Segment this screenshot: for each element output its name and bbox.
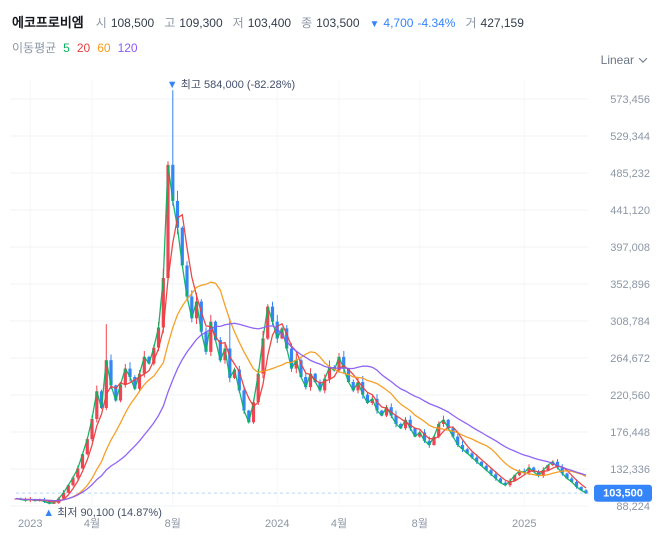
ma-120-line xyxy=(15,322,587,502)
trough-annotation: ▲ 최저 90,100 (14.87%) xyxy=(43,506,162,519)
grid xyxy=(10,80,588,507)
scale-label: Linear xyxy=(600,53,634,67)
open-field: 시 108,500 xyxy=(96,14,154,31)
low-field: 저 103,400 xyxy=(233,14,291,31)
y-axis-tick: 441,120 xyxy=(610,205,650,217)
last-price-badge: 103,500 xyxy=(594,484,652,502)
svg-text:103,500: 103,500 xyxy=(603,488,643,500)
close-label: 종 xyxy=(301,16,313,30)
x-axis-tick: 2023 xyxy=(18,518,42,530)
change-field: ▼ 4,700 -4.34% xyxy=(370,16,456,30)
high-field: 고 109,300 xyxy=(164,14,222,31)
chevron-down-icon xyxy=(638,54,648,63)
ma-5-legend[interactable]: 5 xyxy=(63,41,70,55)
ma-60-line xyxy=(15,281,587,502)
y-axis-tick: 485,232 xyxy=(610,168,650,180)
change-percent: -4.34% xyxy=(417,16,456,30)
change-value: 4,700 xyxy=(383,16,414,30)
open-label: 시 xyxy=(95,16,107,30)
x-axis-tick: 2025 xyxy=(512,518,536,530)
x-axis-tick: 8월 xyxy=(165,517,181,530)
stock-name: 에코프로비엠 xyxy=(12,15,84,30)
ma-60-legend[interactable]: 60 xyxy=(97,41,111,55)
axis-labels: 573,456 529,344 485,232 441,120 397,008 352,8… xyxy=(18,94,650,530)
volume-value: 427,159 xyxy=(480,16,524,30)
scale-selector[interactable]: Linear xyxy=(600,53,648,67)
x-axis-tick: 2024 xyxy=(265,518,289,530)
y-axis-tick: 352,896 xyxy=(610,279,650,291)
high-value: 109,300 xyxy=(179,16,223,30)
ma-120-legend[interactable]: 120 xyxy=(117,41,138,55)
close-value: 103,500 xyxy=(316,16,360,30)
close-field: 종 103,500 xyxy=(301,14,359,31)
y-axis-tick: 573,456 xyxy=(610,94,650,106)
ma-legend-label: 이동평균 xyxy=(12,41,57,55)
x-axis-tick: 4월 xyxy=(84,517,100,530)
high-label: 고 xyxy=(164,16,176,30)
x-axis-tick: 8월 xyxy=(412,517,428,530)
x-axis-tick: 4월 xyxy=(331,517,347,530)
down-arrow-icon: ▼ xyxy=(369,19,380,30)
y-axis-tick: 264,672 xyxy=(610,353,650,365)
quote-header: 에코프로비엠 시 108,500 고 109,300 저 103,400 종 1… xyxy=(12,12,524,31)
candlesticks xyxy=(14,90,588,505)
low-value: 103,400 xyxy=(247,16,292,30)
ma-legend: 이동평균 5 20 60 120 xyxy=(12,39,138,56)
volume-label: 거 xyxy=(465,16,477,30)
y-axis-tick: 176,448 xyxy=(610,427,650,439)
y-axis-tick: 88,224 xyxy=(616,501,650,513)
ma-20-line xyxy=(15,213,587,503)
open-value: 108,500 xyxy=(110,16,155,30)
y-axis-tick: 132,336 xyxy=(610,464,650,476)
y-axis-tick: 397,008 xyxy=(610,242,650,254)
ma-20-legend[interactable]: 20 xyxy=(76,41,91,55)
low-label: 저 xyxy=(232,16,244,30)
y-axis-tick: 529,344 xyxy=(610,131,650,143)
y-axis-tick: 220,560 xyxy=(610,390,650,402)
ma-5-line xyxy=(15,164,587,504)
volume-field: 거 427,159 xyxy=(465,14,523,31)
peak-annotation: ▼ 최고 584,000 (-82.28%) xyxy=(167,78,295,91)
y-axis-tick: 308,784 xyxy=(610,316,650,328)
moving-average-lines xyxy=(15,164,587,504)
